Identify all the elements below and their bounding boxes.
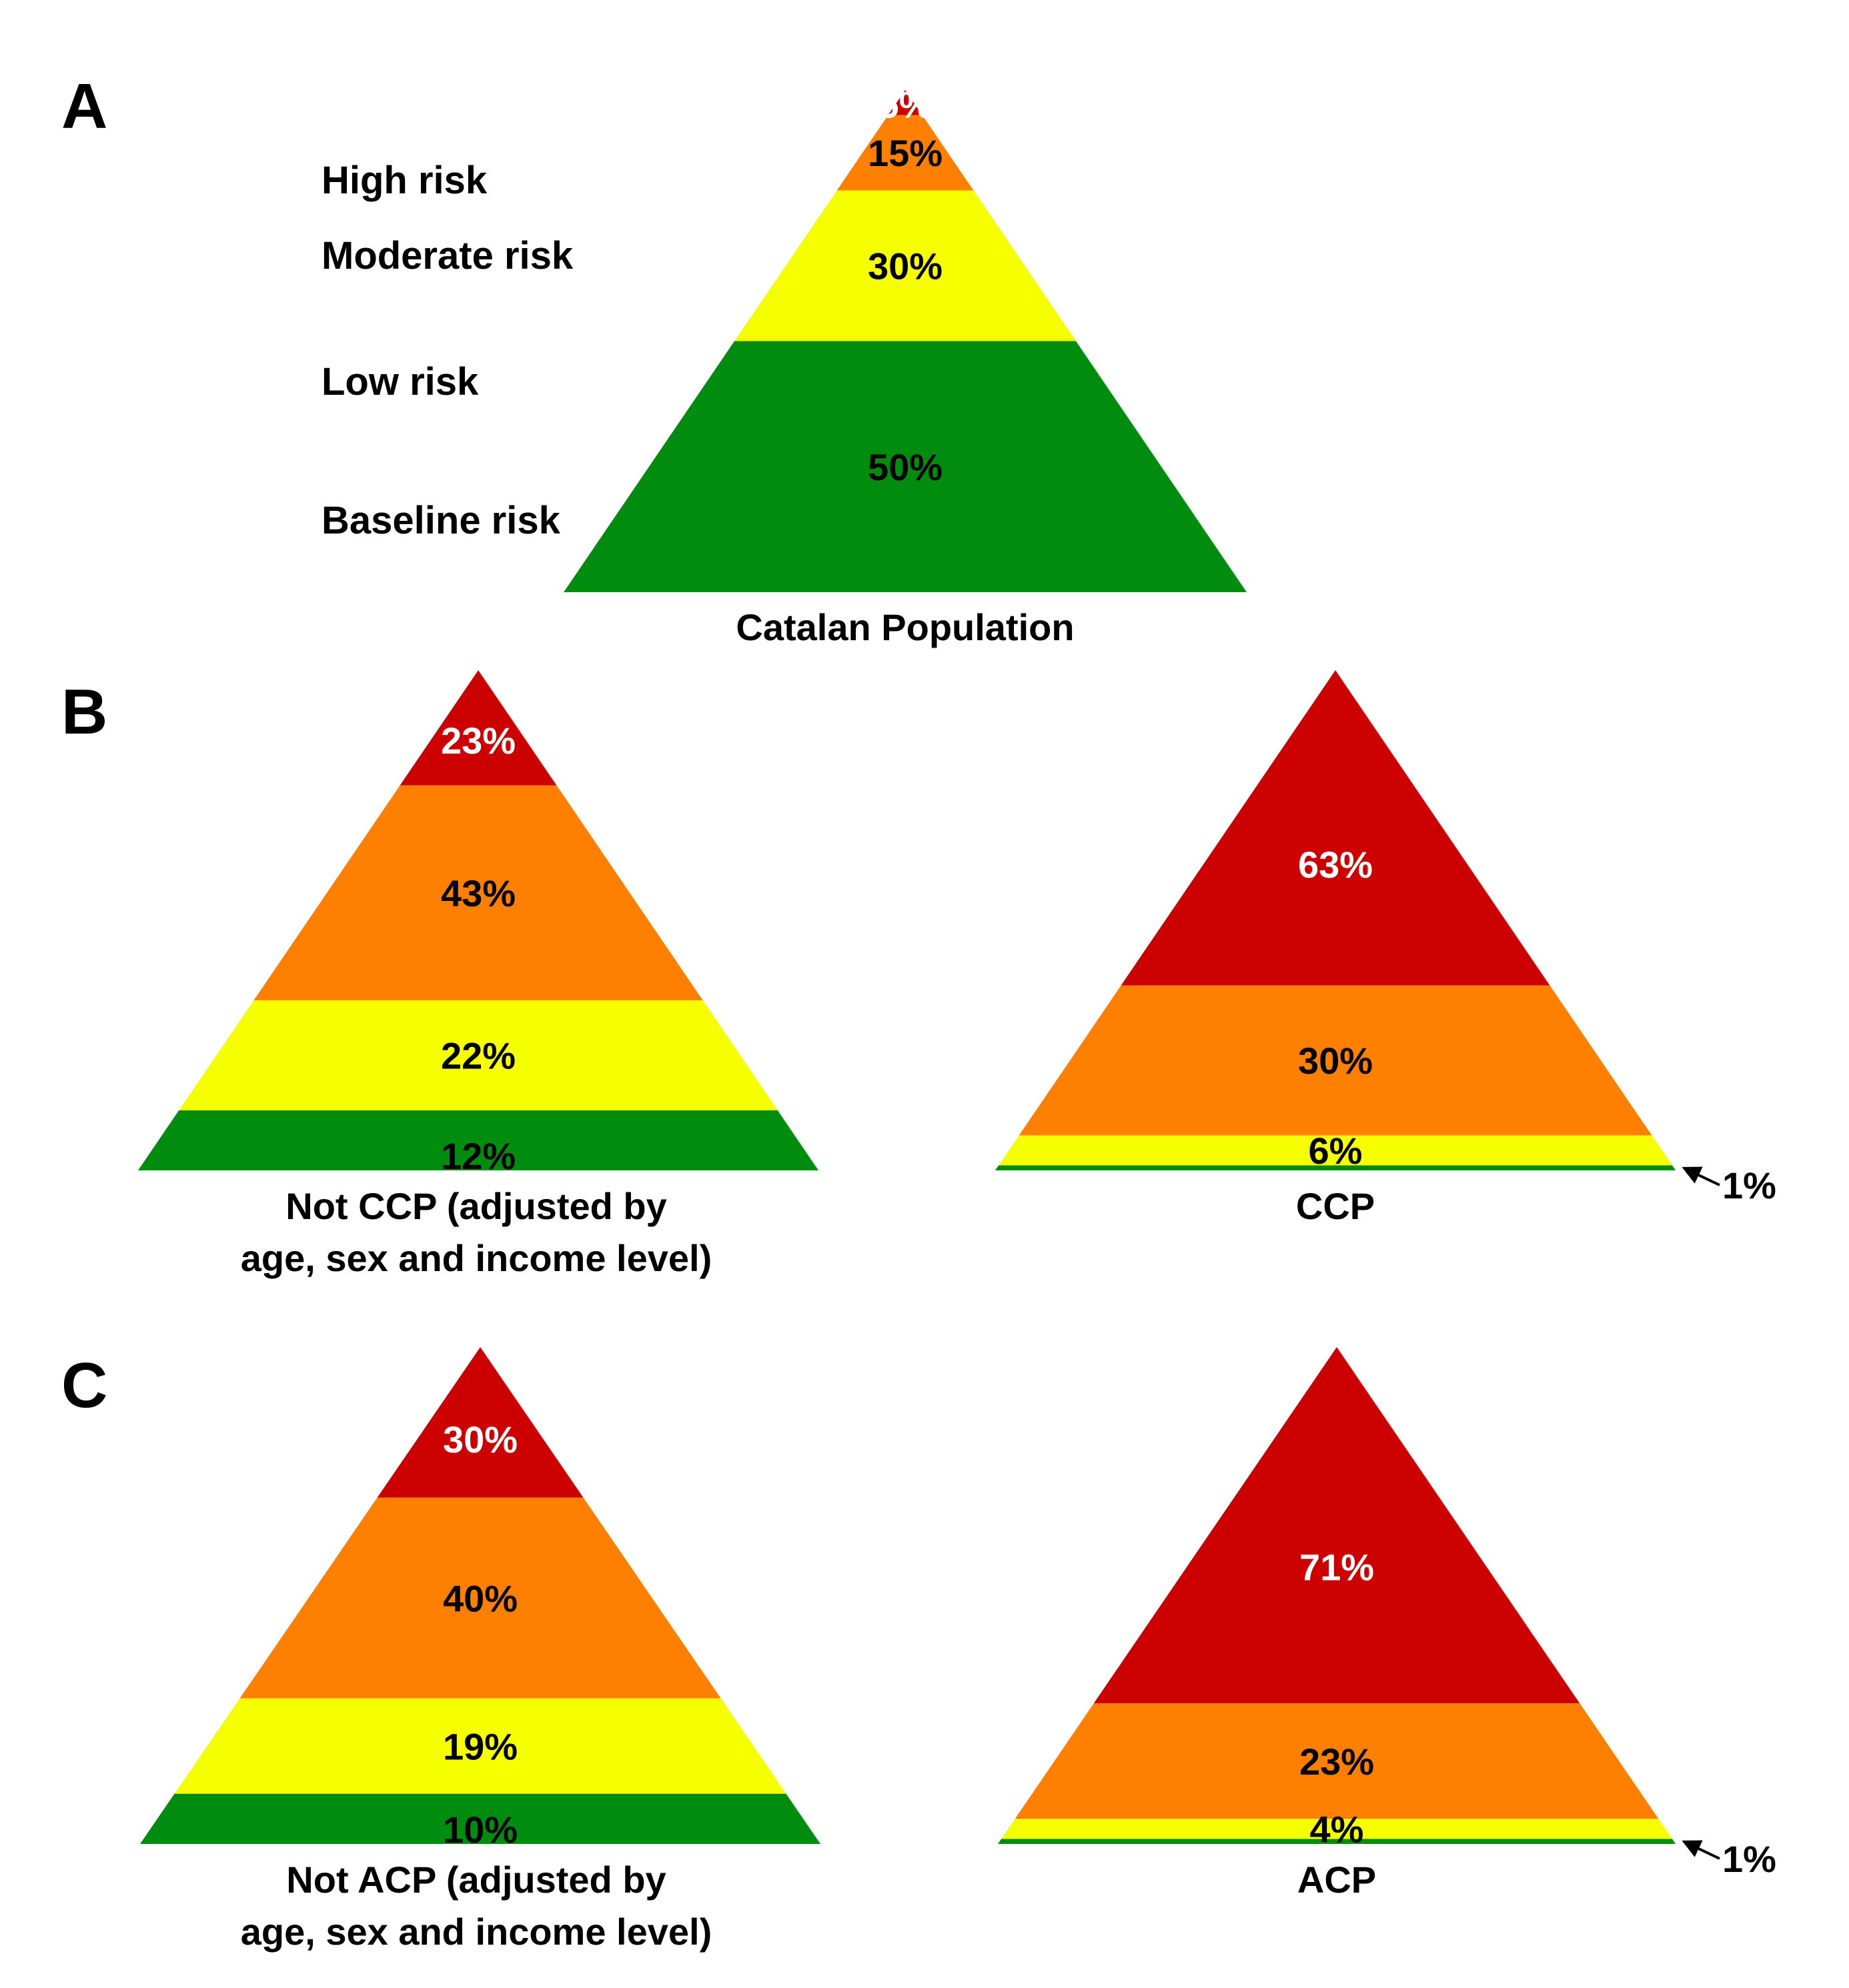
band-baseline-risk-not-acp-adjusted-by [140, 1793, 820, 1844]
value-label-high-risk-not-acp-adjusted-by: 30% [443, 1418, 518, 1460]
value-label-baseline-risk-ccp: 1% [1722, 1164, 1776, 1206]
pyramid-title-not-acp-line1: Not ACP (adjusted by [286, 1859, 666, 1901]
pyramid-title-not-ccp-line2: age, sex and income level) [241, 1237, 712, 1279]
band-low-risk-not-ccp-adjusted-by [179, 1000, 778, 1110]
band-high-risk-acp [1093, 1347, 1580, 1704]
value-label-baseline-risk-catalan-population: 50% [868, 446, 943, 488]
risk-label-low: Low risk [322, 360, 479, 403]
panel-label-c: C [61, 1350, 107, 1421]
pyramid-title-catalan-population: Catalan Population [736, 606, 1074, 648]
value-label-high-risk-not-ccp-adjusted-by: 23% [441, 720, 516, 762]
band-baseline-risk-not-ccp-adjusted-by [138, 1110, 818, 1170]
pyramid-title-not-acp-line2: age, sex and income level) [241, 1911, 712, 1953]
pyramid-catalan-population: 5% 15% 30% 50% [564, 83, 1247, 592]
band-low-risk-ccp [999, 1135, 1672, 1166]
panel-label-b: B [61, 676, 107, 748]
value-label-low-risk-not-ccp-adjusted-by: 22% [441, 1035, 516, 1077]
band-low-risk-acp [1001, 1819, 1672, 1839]
value-label-baseline-risk-not-ccp-adjusted-by: 12% [441, 1135, 516, 1177]
pyramid-title-ccp: CCP [1296, 1185, 1375, 1227]
pyramid-title-not-ccp-line1: Not CCP (adjusted by [285, 1185, 666, 1227]
band-moderate-risk-acp [1015, 1703, 1659, 1819]
band-moderate-risk-catalan-population [836, 115, 974, 191]
band-moderate-risk-not-ccp-adjusted-by [253, 785, 703, 1000]
risk-label-baseline: Baseline risk [322, 499, 561, 542]
value-label-baseline-risk-not-acp-adjusted-by: 10% [443, 1809, 518, 1851]
pyramid-not-acp: 30% 40% 19% 10% [140, 1347, 820, 1851]
value-label-low-risk-catalan-population: 30% [868, 245, 943, 287]
pyramid-title-acp: ACP [1297, 1859, 1376, 1901]
pyramid-ccp: 63% 30% 6% 1% [995, 670, 1776, 1206]
band-high-risk-catalan-population [888, 90, 922, 115]
value-label-low-risk-acp: 4% [1310, 1808, 1364, 1850]
band-high-risk-not-acp-adjusted-by [377, 1347, 584, 1498]
band-high-risk-not-ccp-adjusted-by [400, 670, 557, 786]
band-baseline-risk-catalan-population [564, 341, 1247, 592]
panel-label-a: A [61, 71, 107, 142]
value-label-moderate-risk-acp: 23% [1299, 1741, 1374, 1783]
band-baseline-risk-acp [998, 1839, 1676, 1844]
value-label-high-risk-acp: 71% [1299, 1546, 1374, 1588]
value-label-low-risk-ccp: 6% [1309, 1130, 1363, 1172]
pyramid-acp: 71% 23% 4% 1% [998, 1347, 1776, 1880]
band-baseline-risk-ccp [995, 1165, 1676, 1170]
callout-arrow-baseline-risk-ccp [1682, 1166, 1720, 1186]
band-low-risk-not-acp-adjusted-by [174, 1698, 786, 1794]
callout-arrow-baseline-risk-acp [1682, 1840, 1720, 1860]
risk-label-high: High risk [322, 159, 488, 202]
value-label-baseline-risk-acp: 1% [1722, 1838, 1776, 1880]
value-label-high-risk-catalan-population: 5% [878, 83, 933, 125]
value-label-low-risk-not-acp-adjusted-by: 19% [443, 1725, 518, 1767]
band-high-risk-ccp [1121, 670, 1550, 986]
value-label-moderate-risk-not-acp-adjusted-by: 40% [443, 1577, 518, 1619]
value-label-high-risk-ccp: 63% [1298, 844, 1373, 886]
value-label-moderate-risk-not-ccp-adjusted-by: 43% [441, 872, 516, 914]
band-moderate-risk-not-acp-adjusted-by [239, 1497, 721, 1699]
value-label-moderate-risk-ccp: 30% [1298, 1040, 1373, 1082]
band-low-risk-catalan-population [734, 190, 1076, 341]
value-label-moderate-risk-catalan-population: 15% [868, 132, 943, 174]
risk-label-moderate: Moderate risk [322, 234, 574, 277]
pyramid-not-ccp: 23% 43% 22% 12% [138, 670, 818, 1177]
band-moderate-risk-ccp [1019, 985, 1652, 1136]
